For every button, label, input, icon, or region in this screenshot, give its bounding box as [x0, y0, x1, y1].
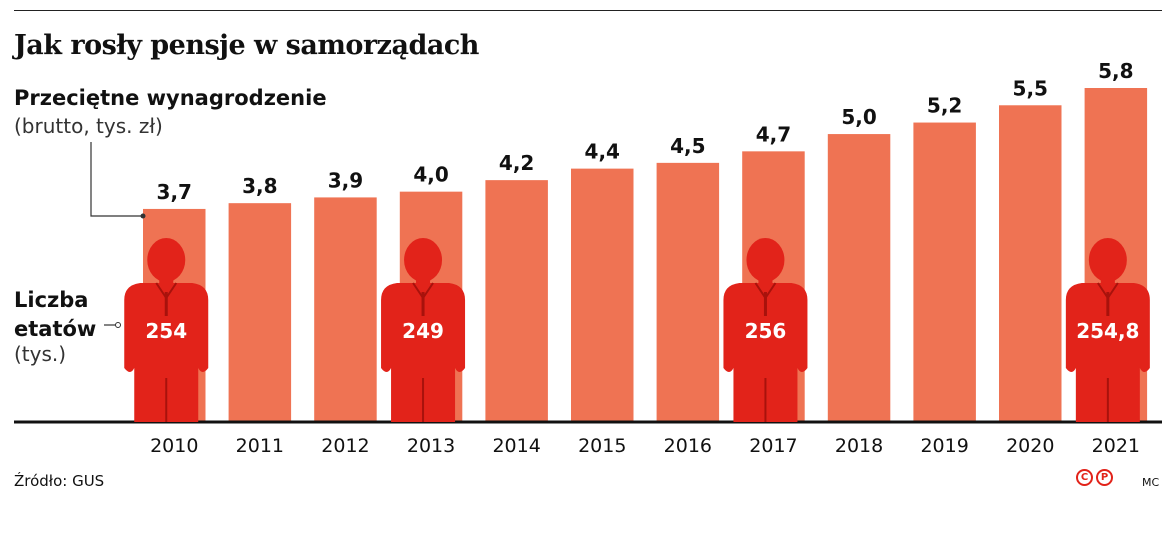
value-label-2021: 5,8	[1098, 59, 1133, 83]
tick-label-2014: 2014	[492, 435, 540, 457]
headcount-value-label: 254,8	[1076, 319, 1139, 343]
headcount-label: Liczba etatów	[14, 286, 96, 344]
person-head-icon	[1088, 238, 1127, 282]
value-label-2019: 5,2	[927, 94, 962, 118]
tick-label-2010: 2010	[150, 435, 198, 457]
value-label-2012: 3,9	[328, 168, 363, 192]
person-body-icon	[723, 283, 808, 422]
person-body-icon	[381, 283, 466, 422]
value-label-2014: 4,2	[499, 151, 534, 175]
legend-leader-dot	[140, 213, 146, 219]
tick-label-2017: 2017	[749, 435, 797, 457]
value-label-2015: 4,4	[585, 140, 620, 164]
value-label-2013: 4,0	[413, 163, 448, 187]
source-note: Źródło: GUS	[14, 472, 105, 490]
headcount-label-line1: Liczba	[14, 288, 89, 312]
tick-label-2015: 2015	[578, 435, 626, 457]
bar-2012	[314, 197, 377, 422]
bar-2015	[571, 168, 634, 422]
bar-2014	[485, 180, 548, 422]
tick-label-2011: 2011	[236, 435, 284, 457]
logo-letter-p: P	[1096, 469, 1113, 486]
headcount-figure-2021: 254,8	[1065, 238, 1150, 422]
tick-label-2016: 2016	[664, 435, 712, 457]
legend-title: Przeciętne wynagrodzenie	[14, 86, 327, 110]
tick-label-2012: 2012	[321, 435, 369, 457]
bar-2011	[228, 203, 292, 422]
headcount-value-label: 254	[145, 319, 187, 343]
headcount-unit: (tys.)	[14, 342, 67, 366]
person-body-icon	[124, 283, 209, 422]
tick-label-2013: 2013	[407, 435, 455, 457]
person-head-icon	[746, 238, 785, 282]
headcount-value-label: 256	[745, 319, 787, 343]
legend-subtitle: (brutto, tys. zł)	[14, 114, 163, 138]
headcount-figure-2013: 249	[381, 238, 466, 422]
value-label-2011: 3,8	[242, 174, 277, 198]
person-head-icon	[147, 238, 186, 282]
chart-title: Jak rosły pensje w samorządach	[14, 30, 479, 61]
headcount-figure-2017: 256	[723, 238, 808, 422]
publisher-logo: C P	[1076, 469, 1113, 486]
value-label-2010: 3,7	[157, 180, 192, 204]
headcount-figure-2010: 254	[124, 238, 209, 422]
headcount-leader-dot	[115, 322, 121, 328]
top-rule	[14, 10, 1162, 11]
person-body-icon	[1065, 283, 1150, 422]
value-label-2018: 5,0	[841, 105, 876, 129]
value-label-2016: 4,5	[670, 134, 705, 158]
tick-label-2021: 2021	[1092, 435, 1140, 457]
person-head-icon	[404, 238, 443, 282]
author-initials: MC	[1142, 476, 1160, 489]
headcount-label-line2: etatów	[14, 317, 97, 341]
bar-2016	[656, 162, 720, 423]
tick-label-2020: 2020	[1006, 435, 1054, 457]
logo-letter-c: C	[1076, 469, 1093, 486]
bar-2018	[827, 134, 891, 422]
value-label-2020: 5,5	[1013, 76, 1048, 100]
bar-2020	[999, 105, 1062, 422]
bar-2019	[913, 122, 976, 422]
value-label-2017: 4,7	[756, 122, 791, 146]
tick-label-2019: 2019	[920, 435, 968, 457]
headcount-value-label: 249	[402, 319, 444, 343]
legend-leader-line	[90, 142, 143, 217]
tick-label-2018: 2018	[835, 435, 883, 457]
